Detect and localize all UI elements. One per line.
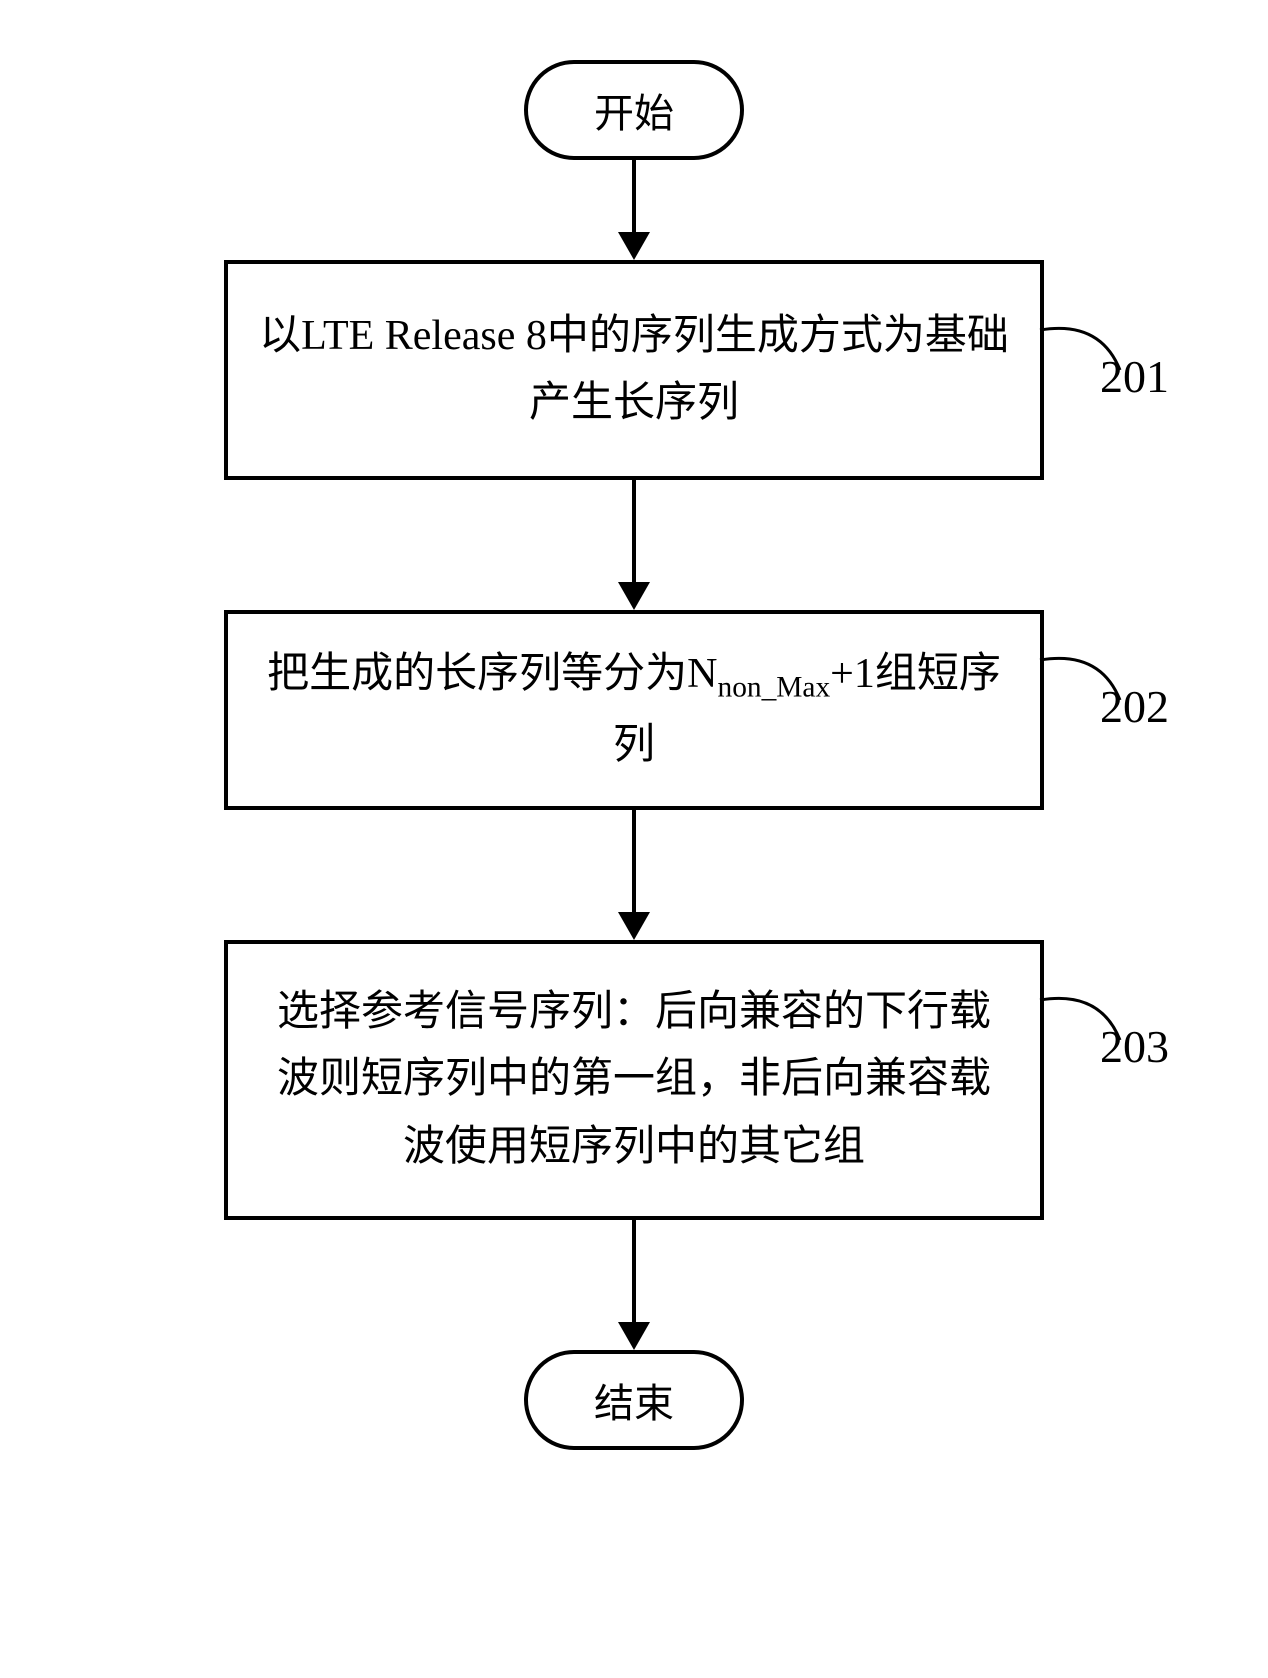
end-terminal: 结束 — [524, 1350, 744, 1450]
step1-text: 以LTE Release 8中的序列生成方式为基础产生长序列 — [258, 303, 1010, 437]
step3-text: 选择参考信号序列：后向兼容的下行载波则短序列中的第一组，非后向兼容载波使用短序列… — [258, 979, 1010, 1181]
arrow-start-to-step1 — [224, 160, 1044, 260]
label-201: 201 — [1100, 350, 1169, 403]
end-label: 结束 — [594, 1371, 674, 1429]
start-terminal: 开始 — [524, 60, 744, 160]
arrow-step3-to-end — [224, 1220, 1044, 1350]
label-203: 203 — [1100, 1020, 1169, 1073]
process-step2: 把生成的长序列等分为Nnon_Max+1组短序列 — [224, 610, 1044, 810]
process-step3: 选择参考信号序列：后向兼容的下行载波则短序列中的第一组，非后向兼容载波使用短序列… — [224, 940, 1044, 1220]
process-step1: 以LTE Release 8中的序列生成方式为基础产生长序列 — [224, 260, 1044, 480]
arrow-step2-to-step3 — [224, 810, 1044, 940]
start-label: 开始 — [594, 81, 674, 139]
step2-text: 把生成的长序列等分为Nnon_Max+1组短序列 — [258, 641, 1010, 779]
label-202: 202 — [1100, 680, 1169, 733]
flowchart-container: 开始 以LTE Release 8中的序列生成方式为基础产生长序列 把生成的长序… — [100, 60, 1168, 1450]
arrow-step1-to-step2 — [224, 480, 1044, 610]
